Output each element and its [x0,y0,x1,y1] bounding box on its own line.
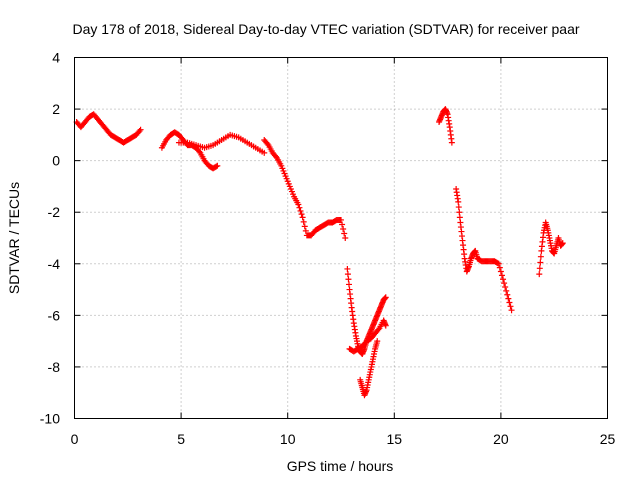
data-point [495,260,502,267]
data-point [537,259,544,266]
x-tick-labels: 0 5 10 15 20 25 [71,57,616,447]
y-tick-label: 0 [52,153,60,169]
data-point [344,265,351,272]
data-point [345,276,352,283]
data-point [506,299,513,306]
data-point [494,260,501,267]
data-point [136,127,143,134]
y-tick-labels: -10 -8 -6 -4 -2 0 2 4 [40,50,608,427]
y-tick-label: -4 [48,256,61,272]
x-axis-label: GPS time / hours [287,458,394,474]
x-tick-label: 25 [600,431,616,447]
data-point [340,225,347,232]
data-point [295,201,302,208]
data-point [301,223,308,230]
data-point [508,307,515,314]
data-point [496,264,503,271]
data-point [536,265,543,272]
data-point [448,139,455,146]
y-tick-label: 4 [52,50,60,66]
x-tick-label: 20 [493,431,509,447]
y-tick-label: -2 [48,204,61,220]
data-point [456,214,463,221]
y-tick-label: -8 [48,359,61,375]
data-point [341,230,348,237]
data-point [498,272,505,279]
data-point [344,271,351,278]
y-tick-label: 2 [52,101,60,117]
data-point [507,303,514,310]
data-point [504,291,511,298]
data-points [73,106,566,399]
data-point [299,214,306,221]
data-point [382,294,389,301]
data-point [196,148,203,155]
data-point [503,287,510,294]
data-point [297,207,304,214]
data-point [302,227,309,234]
y-tick-label: -6 [48,307,61,323]
data-point [345,281,352,288]
y-axis-label: SDTVAR / TECUs [6,182,22,294]
data-point [500,276,507,283]
y-tick-label: -10 [40,411,60,427]
data-point [455,204,462,211]
data-point [261,149,268,156]
data-point [374,338,381,345]
data-point [342,235,349,241]
data-point [214,162,221,169]
data-point [537,253,544,260]
chart-title: Day 178 of 2018, Sidereal Day-to-day VTE… [72,21,579,37]
data-point [375,326,382,333]
data-point [137,126,144,133]
data-point [501,280,508,287]
data-point [338,216,344,223]
data-point [213,163,220,170]
data-point [536,271,543,278]
plot-frame [74,57,608,419]
data-point [296,204,303,211]
data-point [300,218,307,225]
data-point [298,211,305,218]
grid-lines [74,57,608,419]
x-tick-label: 0 [71,431,79,447]
data-point [497,268,504,275]
x-tick-label: 10 [280,431,296,447]
data-point [455,198,462,205]
data-point [502,283,509,290]
data-point [382,322,389,329]
data-point [264,140,271,147]
data-point [456,209,463,216]
x-tick-label: 15 [387,431,403,447]
data-point [339,221,346,228]
x-tick-label: 5 [177,431,185,447]
data-point [559,240,566,247]
data-point [505,295,512,302]
data-point [272,153,279,160]
